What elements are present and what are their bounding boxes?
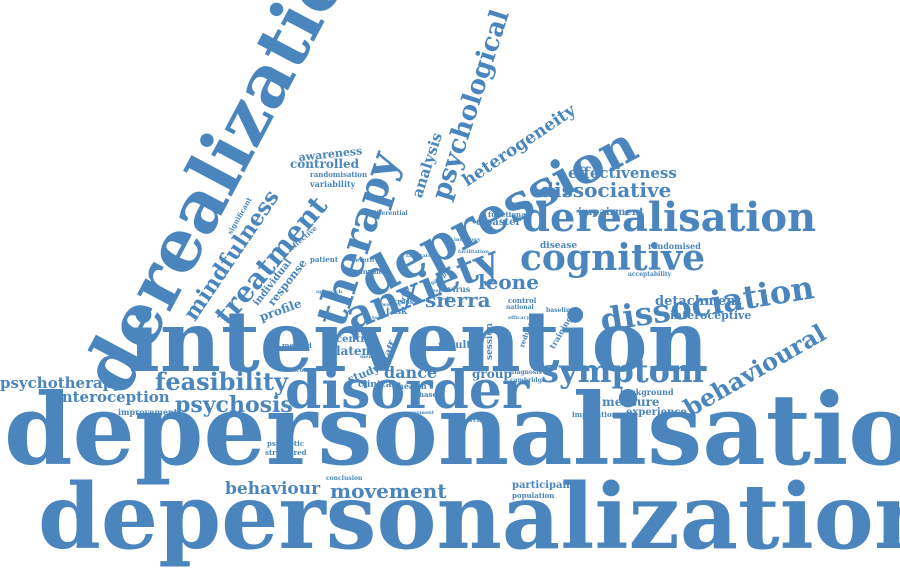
- word-randomisation: randomisation: [310, 170, 368, 179]
- word-intervention: intervention: [128, 292, 709, 391]
- word-improvement: improvement: [118, 407, 178, 417]
- word-virus: virus: [448, 284, 471, 294]
- word-effectiveness: effectiveness: [568, 164, 677, 182]
- word-task: task: [386, 307, 408, 317]
- word-health: health: [398, 381, 427, 391]
- word-latent: latent: [336, 344, 376, 358]
- word-background: background: [620, 387, 674, 397]
- word-interoception: interoception: [56, 388, 170, 406]
- word-diagnosis: diagnosis: [510, 369, 542, 376]
- word-conclusion: conclusion: [326, 475, 363, 482]
- word-week: week: [428, 288, 443, 294]
- word-symptom: symptom: [541, 352, 704, 390]
- word-leone: leone: [478, 270, 539, 294]
- word-cognitive: cognitive: [520, 237, 706, 279]
- word-session: session: [485, 323, 495, 360]
- word-feasibility: feasibility: [155, 367, 288, 396]
- word-efficacy: efficacy: [508, 315, 530, 321]
- word-tool: tool: [372, 315, 383, 321]
- word-research: research: [452, 417, 482, 424]
- word-dissociative: dissociative: [540, 178, 672, 202]
- word-assessment: assessment: [402, 410, 435, 416]
- word-depersonalisation: depersonalisation: [4, 373, 900, 488]
- word-impairment: impairment: [578, 207, 644, 218]
- word-centre: centre: [336, 334, 372, 345]
- word-outcome: outcome: [285, 367, 314, 374]
- word-mental: mental: [360, 354, 380, 360]
- word-psychosis: psychosis: [175, 392, 293, 418]
- word-disorder: disorder: [285, 360, 530, 421]
- word-body: body: [438, 296, 452, 302]
- word-phase: phase: [414, 390, 437, 399]
- word-controlled: controlled: [290, 157, 360, 171]
- word-acceptability: acceptability: [628, 271, 672, 278]
- word-functional: functional: [488, 210, 529, 219]
- word-disaster: disaster: [476, 217, 521, 228]
- word-measure: measure: [602, 395, 660, 409]
- word-randomised: randomised: [648, 241, 701, 251]
- word-implication: implication: [572, 410, 617, 419]
- word-baseline: baseline: [546, 307, 575, 314]
- word-differential: differential: [370, 210, 408, 217]
- word-experience: experience: [626, 407, 687, 418]
- word-detachment: detachment: [655, 294, 742, 309]
- word-sierra: sierra: [425, 288, 491, 312]
- word-clinical: clinical: [358, 380, 396, 390]
- word-inventory: inventory: [454, 237, 481, 243]
- word-control: control: [508, 296, 537, 305]
- word-cross: cross: [393, 297, 414, 306]
- word-depersonalization: depersonalization: [38, 464, 900, 568]
- word-method: method: [282, 341, 312, 350]
- word-participant: participant: [512, 480, 575, 491]
- word-result: result: [438, 340, 471, 351]
- word-cambridge: cambridge: [510, 377, 546, 384]
- word-behaviour: behaviour: [225, 479, 321, 499]
- word-structured: structured: [265, 448, 307, 457]
- word-psychotic: psychotic: [267, 439, 305, 448]
- word-derealisation: derealisation: [522, 194, 817, 241]
- word-dance: dance: [384, 363, 438, 382]
- word-patient: patient: [310, 255, 339, 264]
- word-group: group: [472, 367, 512, 381]
- word-disease: disease: [540, 241, 578, 251]
- word-severity: severity: [352, 257, 379, 264]
- word-facilitation: facilitation: [458, 249, 489, 255]
- word-variability: variability: [310, 179, 356, 189]
- word-interoceptive: interoceptive: [670, 309, 752, 322]
- word-national: national: [506, 304, 534, 311]
- word-former: former: [360, 267, 387, 276]
- word-movement: movement: [330, 479, 447, 503]
- word-psychotherapy: psychotherapy: [0, 374, 122, 392]
- word-facilitator: facilitator: [406, 253, 434, 259]
- word-population: population: [512, 491, 555, 500]
- word-worker: worker: [382, 302, 402, 308]
- word-approach: approach: [316, 289, 343, 295]
